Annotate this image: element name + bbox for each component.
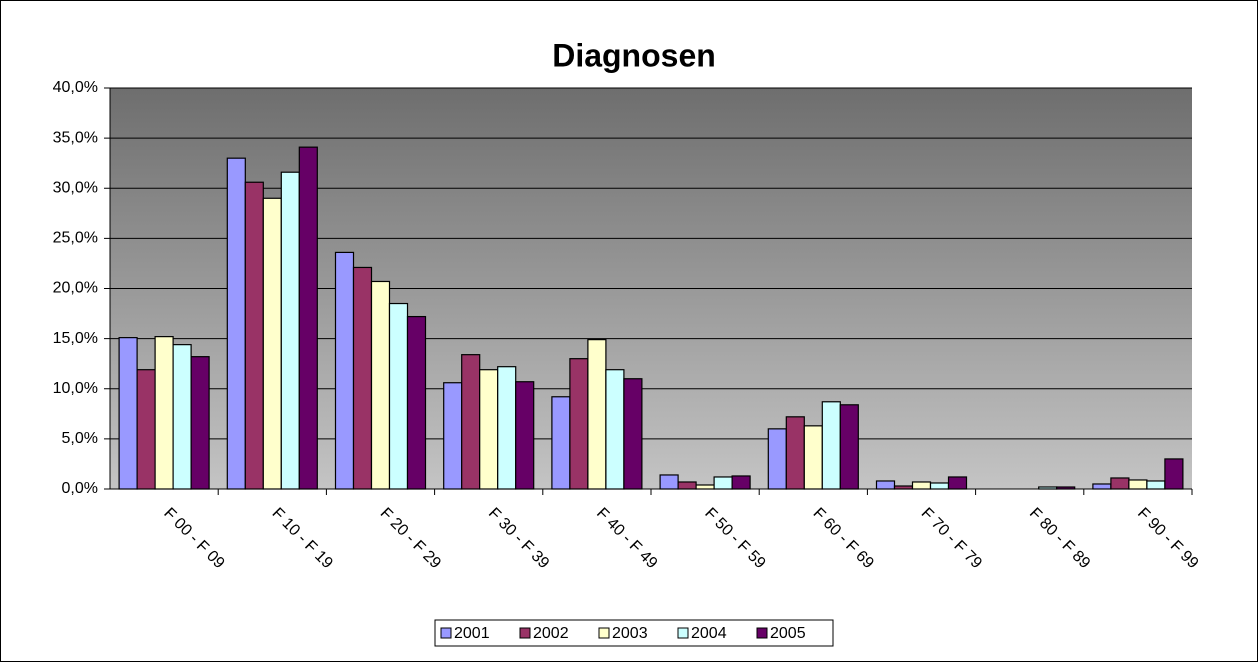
legend-swatch <box>756 627 768 639</box>
bar <box>280 171 300 490</box>
bar <box>1092 483 1112 490</box>
bar <box>767 428 787 490</box>
legend-label: 2003 <box>612 625 648 642</box>
bar <box>605 369 625 490</box>
bar <box>1110 477 1130 490</box>
bar <box>713 476 733 490</box>
bar <box>226 157 246 490</box>
bar <box>388 302 409 490</box>
bar <box>352 266 373 490</box>
bar <box>515 381 535 490</box>
y-tick-label: 15,0% <box>53 330 98 347</box>
bar <box>1164 458 1184 490</box>
y-tick-label: 35,0% <box>53 129 98 146</box>
legend-swatch <box>598 627 610 639</box>
bar <box>1038 486 1058 490</box>
bar <box>136 369 156 490</box>
bar <box>334 251 355 490</box>
y-tick-label: 10,0% <box>53 380 98 397</box>
bar <box>406 315 427 490</box>
y-tick-label: 40,0% <box>53 79 98 96</box>
bar <box>262 197 282 490</box>
bar <box>443 382 463 490</box>
bar <box>875 480 896 490</box>
bar <box>785 416 805 490</box>
legend-swatch <box>440 627 452 639</box>
legend-label: 2005 <box>770 625 806 642</box>
chart-title: Diagnosen <box>552 37 716 73</box>
bar <box>677 481 697 490</box>
y-tick-label: 30,0% <box>53 179 98 196</box>
bar <box>929 482 950 490</box>
legend-label: 2004 <box>691 625 727 642</box>
bar <box>911 481 932 490</box>
bar <box>551 396 571 490</box>
bar <box>731 475 751 490</box>
bar <box>172 344 192 490</box>
bar <box>298 146 318 490</box>
y-tick-label: 20,0% <box>53 280 98 297</box>
bar <box>479 369 499 490</box>
y-tick-label: 0,0% <box>62 480 98 497</box>
legend-label: 2002 <box>533 625 569 642</box>
bar <box>821 401 841 490</box>
y-tick-label: 5,0% <box>62 430 98 447</box>
bar <box>244 181 264 490</box>
bar <box>695 484 715 490</box>
bar <box>1146 480 1166 490</box>
bar <box>370 280 391 490</box>
bar <box>803 425 823 490</box>
bar <box>1128 479 1148 490</box>
bar <box>623 378 643 490</box>
legend-label: 2001 <box>454 625 490 642</box>
bar <box>893 485 914 490</box>
bar <box>569 358 589 490</box>
bar <box>1056 486 1076 490</box>
bar <box>587 339 607 490</box>
bar <box>659 474 679 490</box>
bar <box>461 354 481 490</box>
legend-swatch <box>519 627 531 639</box>
bar <box>118 337 138 490</box>
bar <box>947 476 968 490</box>
bar <box>839 404 859 490</box>
legend-swatch <box>677 627 689 639</box>
bar <box>497 366 517 490</box>
y-tick-label: 25,0% <box>53 230 98 247</box>
bar <box>154 336 174 490</box>
bar <box>190 356 210 490</box>
